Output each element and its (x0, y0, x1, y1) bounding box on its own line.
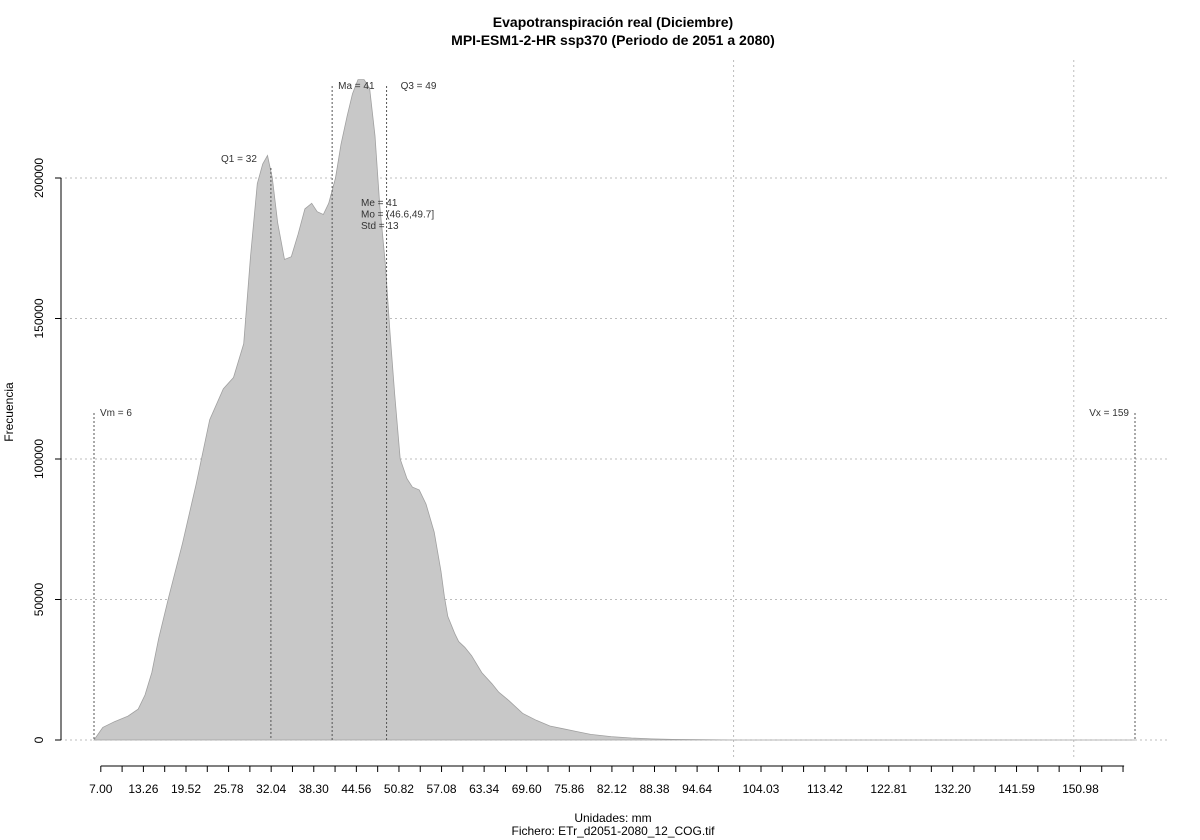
x-tick-label: 44.56 (341, 782, 371, 796)
x-tick-label: 7.00 (89, 782, 113, 796)
x-tick-label: 82.12 (597, 782, 627, 796)
marker-label-q3: Q3 = 49 (401, 81, 437, 92)
x-tick-label: 141.59 (998, 782, 1035, 796)
x-tick-label: 113.42 (807, 782, 843, 796)
y-axis-label: Frecuencia (2, 382, 16, 442)
x-tick-label: 104.03 (743, 782, 780, 796)
stats-line: Std = 13 (361, 221, 399, 232)
x-tick-label: 88.38 (639, 782, 669, 796)
x-tick-label: 19.52 (171, 782, 201, 796)
y-tick-label: 100000 (32, 439, 46, 479)
y-tick-label: 150000 (32, 298, 46, 338)
x-tick-label: 25.78 (214, 782, 244, 796)
y-tick-label: 0 (32, 736, 46, 743)
x-tick-label: 63.34 (469, 782, 499, 796)
x-tick-label: 150.98 (1062, 782, 1099, 796)
x-tick-label: 32.04 (256, 782, 286, 796)
x-tick-label: 38.30 (299, 782, 329, 796)
y-tick-label: 200000 (32, 158, 46, 198)
marker-label-q1: Q1 = 32 (221, 154, 257, 165)
stats-line: Me = 41 (361, 198, 398, 209)
marker-label-vx: Vx = 159 (1089, 408, 1129, 419)
chart-subtitle: MPI-ESM1-2-HR ssp370 (Periodo de 2051 a … (451, 32, 775, 48)
x-tick-label: 75.86 (554, 782, 584, 796)
marker-label-vm: Vm = 6 (100, 408, 132, 419)
marker-label-ma: Ma = 41 (338, 81, 375, 92)
marker-lines: Vm = 6 Q1 = 32 Ma = 41 Q3 = 49 Vx = 159 (93, 81, 1136, 740)
chart-title: Evapotranspiración real (Diciembre) (493, 14, 733, 30)
y-axis: 0 50000 100000 150000 200000 (32, 158, 62, 743)
stats-line: Mo = (46.6,49.7] (361, 210, 434, 221)
x-axis-label: Unidades: mm (574, 811, 651, 825)
x-axis: 7.00 13.26 19.52 25.78 32.04 38.30 44.56 50.82 5… (89, 765, 1125, 796)
x-tick-label: 50.82 (384, 782, 414, 796)
x-tick-label: 57.08 (427, 782, 457, 796)
footer-filename: Fichero: ETr_d2051-2080_12_COG.tif (512, 824, 716, 838)
y-tick-label: 50000 (32, 582, 46, 616)
x-tick-label: 132.20 (934, 782, 971, 796)
x-tick-label: 13.26 (128, 782, 158, 796)
x-tick-label: 69.60 (512, 782, 542, 796)
density-area (93, 79, 1135, 741)
x-tick-label: 122.81 (870, 782, 907, 796)
x-tick-label: 94.64 (682, 782, 712, 796)
